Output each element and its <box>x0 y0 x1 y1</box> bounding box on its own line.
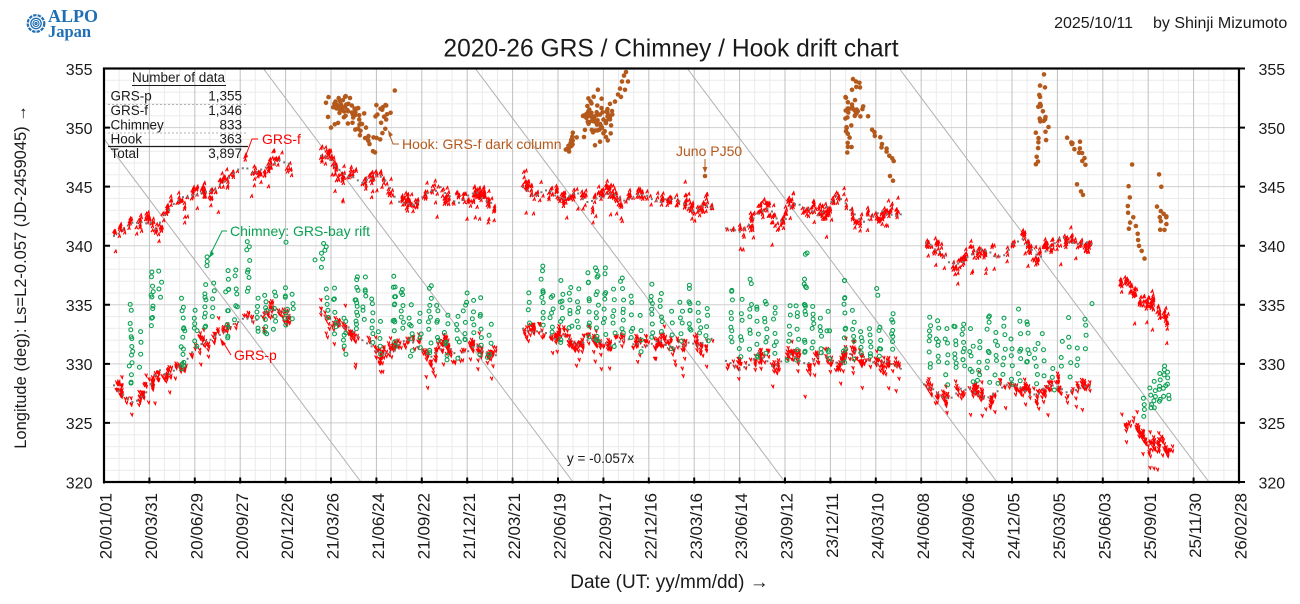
svg-text:340: 340 <box>1259 239 1286 256</box>
svg-text:2025/10/11: 2025/10/11 <box>1054 15 1133 32</box>
svg-text:Juno PJ50: Juno PJ50 <box>676 143 742 159</box>
svg-text:345: 345 <box>66 180 93 197</box>
svg-text:24/12/05: 24/12/05 <box>1005 493 1024 559</box>
svg-text:21/03/26: 21/03/26 <box>324 493 343 559</box>
svg-text:1,346: 1,346 <box>208 103 242 118</box>
svg-text:325: 325 <box>66 416 93 433</box>
svg-text:833: 833 <box>219 118 242 133</box>
svg-text:24/09/06: 24/09/06 <box>959 493 978 559</box>
svg-text:22/06/19: 22/06/19 <box>551 493 570 559</box>
svg-text:350: 350 <box>1259 121 1286 138</box>
svg-text:320: 320 <box>66 475 93 492</box>
svg-text:20/03/31: 20/03/31 <box>142 493 161 559</box>
svg-text:21/06/24: 21/06/24 <box>369 493 388 559</box>
svg-text:GRS-f: GRS-f <box>111 103 149 118</box>
svg-text:Hook: GRS-f dark column: Hook: GRS-f dark column <box>402 136 562 152</box>
svg-text:20/09/27: 20/09/27 <box>233 493 252 559</box>
svg-text:23/06/14: 23/06/14 <box>732 493 751 559</box>
svg-text:Number of data: Number of data <box>132 70 226 85</box>
svg-text:20/12/26: 20/12/26 <box>278 493 297 559</box>
svg-text:340: 340 <box>66 239 93 256</box>
svg-text:23/12/11: 23/12/11 <box>823 493 842 558</box>
svg-text:25/11/30: 25/11/30 <box>1186 493 1205 558</box>
svg-text:21/09/22: 21/09/22 <box>414 493 433 559</box>
svg-text:Japan: Japan <box>48 22 91 41</box>
svg-text:2020-26 GRS / Chimney / Hook d: 2020-26 GRS / Chimney / Hook drift chart <box>443 36 898 63</box>
svg-text:320: 320 <box>1259 475 1286 492</box>
svg-text:22/03/21: 22/03/21 <box>505 493 524 559</box>
svg-text:355: 355 <box>66 62 93 79</box>
svg-text:by Shinji Mizumoto: by Shinji Mizumoto <box>1153 15 1287 32</box>
svg-text:26/02/28: 26/02/28 <box>1232 493 1251 559</box>
svg-text:Hook: Hook <box>111 132 143 147</box>
svg-text:Total: Total <box>111 146 140 161</box>
svg-text:345: 345 <box>1259 180 1286 197</box>
svg-text:22/12/16: 22/12/16 <box>641 493 660 559</box>
svg-text:1,355: 1,355 <box>208 89 242 104</box>
svg-text:325: 325 <box>1259 416 1286 433</box>
svg-text:23/09/12: 23/09/12 <box>778 493 797 559</box>
svg-text:22/09/17: 22/09/17 <box>596 493 615 559</box>
svg-text:3,897: 3,897 <box>208 146 242 161</box>
svg-text:GRS-p: GRS-p <box>111 89 152 104</box>
svg-text:ALPO: ALPO <box>48 6 98 26</box>
svg-text:Chimney: GRS-bay rift: Chimney: GRS-bay rift <box>230 223 370 239</box>
svg-text:GRS-p: GRS-p <box>234 347 277 363</box>
svg-text:GRS-f: GRS-f <box>262 131 301 147</box>
svg-text:330: 330 <box>1259 357 1286 374</box>
svg-text:335: 335 <box>1259 298 1286 315</box>
svg-text:21/12/21: 21/12/21 <box>460 493 479 559</box>
svg-text:20/06/29: 20/06/29 <box>187 493 206 559</box>
svg-text:350: 350 <box>66 121 93 138</box>
svg-text:24/03/10: 24/03/10 <box>868 493 887 559</box>
svg-text:25/06/03: 25/06/03 <box>1095 493 1114 559</box>
svg-text:330: 330 <box>66 357 93 374</box>
svg-text:355: 355 <box>1259 62 1286 79</box>
svg-text:Chimney: Chimney <box>111 118 165 133</box>
svg-text:Longitude (deg): Ls=L2-0.057 (: Longitude (deg): Ls=L2-0.057 (JD-2459045… <box>12 105 30 449</box>
svg-text:20/01/01: 20/01/01 <box>97 493 116 559</box>
svg-text:25/03/05: 25/03/05 <box>1050 493 1069 559</box>
svg-text:363: 363 <box>219 132 242 147</box>
svg-text:Date (UT: yy/mm/dd) →: Date (UT: yy/mm/dd) → <box>570 572 768 593</box>
svg-text:y = -0.057x: y = -0.057x <box>567 451 634 466</box>
svg-text:24/06/08: 24/06/08 <box>914 493 933 559</box>
svg-text:23/03/16: 23/03/16 <box>687 493 706 559</box>
svg-text:335: 335 <box>66 298 93 315</box>
svg-text:25/09/01: 25/09/01 <box>1141 493 1160 559</box>
